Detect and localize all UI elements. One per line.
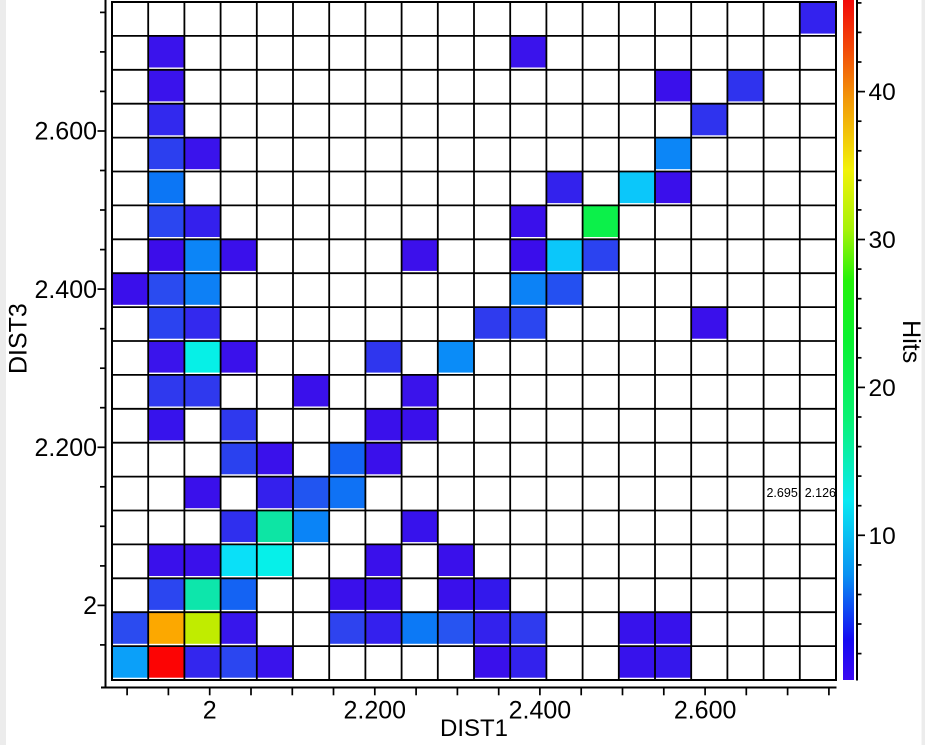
svg-text:DIST3: DIST3 [5, 303, 33, 374]
svg-text:20: 20 [869, 375, 896, 402]
svg-text:2.200: 2.200 [344, 697, 407, 725]
svg-text:2.600: 2.600 [674, 697, 737, 725]
svg-text:2.600: 2.600 [34, 118, 97, 146]
svg-text:DIST1: DIST1 [440, 715, 508, 742]
svg-text:2: 2 [203, 697, 217, 725]
svg-text:2.400: 2.400 [509, 697, 572, 725]
svg-text:40: 40 [869, 79, 896, 106]
svg-text:2.695, 2.126: 2.695, 2.126 [766, 486, 836, 500]
svg-text:Hits: Hits [897, 320, 925, 363]
svg-text:2: 2 [83, 592, 97, 620]
svg-text:2.200: 2.200 [34, 434, 97, 462]
svg-text:30: 30 [869, 227, 896, 254]
svg-text:10: 10 [869, 523, 896, 550]
svg-text:2.400: 2.400 [34, 276, 97, 304]
